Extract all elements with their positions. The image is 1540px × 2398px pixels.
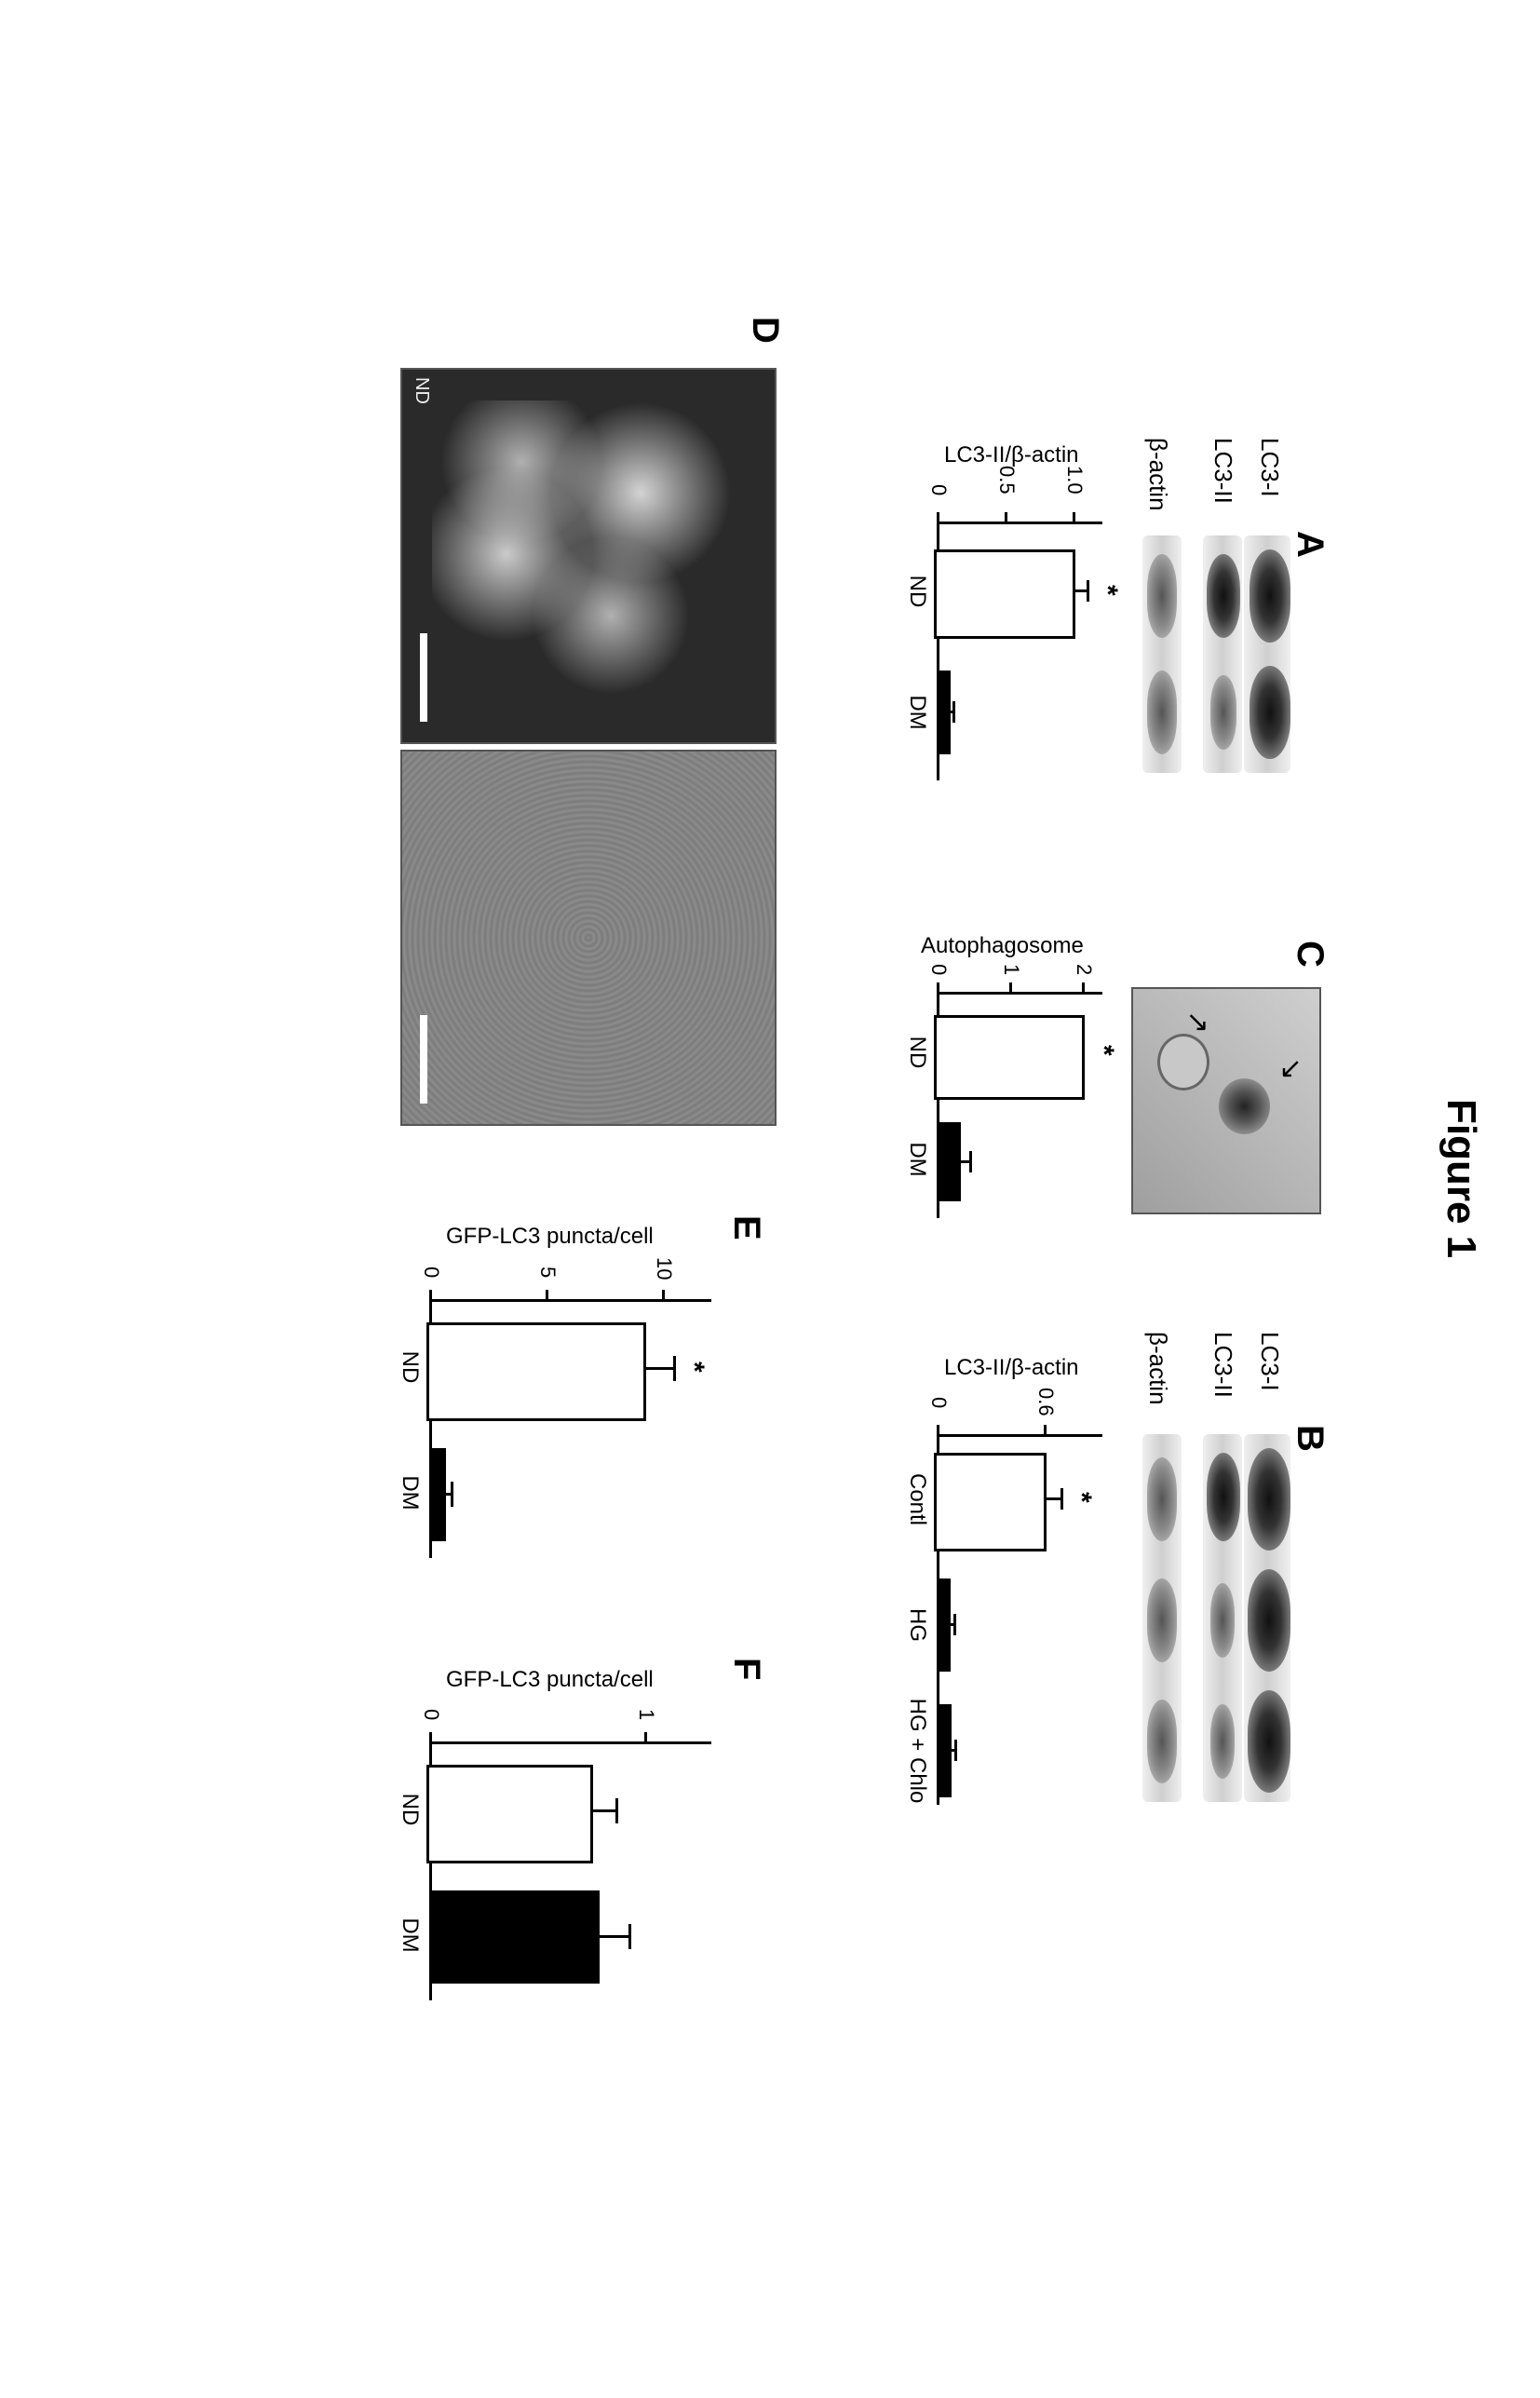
panelA-ytick-0: 0 xyxy=(926,484,951,495)
panelC-bar-DM xyxy=(939,1122,961,1201)
panel-letter-F: F xyxy=(725,1658,767,1680)
panelB-blot-label-2: LC3-II xyxy=(1209,1332,1237,1398)
panelE-ytick-0: 0 xyxy=(419,1267,443,1278)
panelC-ylabel: Autophagosome xyxy=(921,933,1084,959)
panelB-ytick-1: 0.6 xyxy=(1033,1388,1058,1416)
panelC-autophagosome xyxy=(1219,1078,1270,1134)
panelB-band xyxy=(1248,1448,1290,1551)
panelC-ytick-0: 0 xyxy=(926,964,951,975)
panelA-blot-label-2: LC3-II xyxy=(1209,438,1237,504)
panelB-band xyxy=(1147,1700,1177,1783)
panelD-image-1-cells xyxy=(432,400,730,708)
panelE-ytick-1: 5 xyxy=(535,1267,560,1278)
panelE-ylabel: GFP-LC3 puncta/cell xyxy=(446,1224,654,1250)
panelA-sig: * xyxy=(1091,585,1123,596)
panelB-band xyxy=(1207,1453,1240,1541)
panelA-xlabel-DM: DM xyxy=(904,684,930,740)
panelB-xlabel-hg: HG xyxy=(904,1597,930,1653)
panelA-band xyxy=(1207,554,1240,638)
panel-letter-D: D xyxy=(744,317,786,344)
figure-title: Figure 1 xyxy=(1438,1099,1484,1258)
panelA-ytick-2: 1.0 xyxy=(1062,466,1087,495)
panelC-ytick-1: 1 xyxy=(999,964,1023,975)
panelD-image-2 xyxy=(400,750,777,1126)
panelC-xlabel-DM: DM xyxy=(904,1131,930,1187)
panelF-ytick-1: 1 xyxy=(634,1709,658,1720)
panelF-bar-ND xyxy=(426,1765,593,1863)
panelE-xlabel-DM: DM xyxy=(397,1465,423,1521)
panel-letter-B: B xyxy=(1289,1425,1331,1452)
panelE-sig: * xyxy=(678,1362,709,1373)
panelD-scalebar-1 xyxy=(420,633,427,722)
panelB-bar-contl xyxy=(934,1453,1047,1551)
panelB-xlabel-contl: Contl xyxy=(904,1467,930,1532)
panelE-xlabel-ND: ND xyxy=(397,1339,423,1395)
panelA-ylabel: LC3-II/β-actin xyxy=(944,442,1079,468)
panelA-band-faint xyxy=(1210,675,1236,750)
panelC-sig: * xyxy=(1087,1045,1119,1056)
panelA-ytick-1: 0.5 xyxy=(994,466,1019,495)
panelB-band xyxy=(1147,1457,1177,1541)
panelF-bar-DM xyxy=(432,1890,600,1984)
panelB-band xyxy=(1248,1569,1290,1672)
panelB-band xyxy=(1248,1690,1290,1793)
panelC-xlabel-ND: ND xyxy=(904,1024,930,1080)
panelC-bar-ND xyxy=(934,1015,1085,1100)
figure-canvas: Figure 1 A LC3-I LC3-II β-actin LC3-II/β… xyxy=(0,0,1540,2398)
panelB-band xyxy=(1147,1578,1177,1662)
panelF-xlabel-ND: ND xyxy=(397,1782,423,1837)
panelC-arrow-2: ↗ xyxy=(1182,1010,1214,1034)
panel-letter-C: C xyxy=(1289,941,1331,968)
panel-letter-A: A xyxy=(1289,531,1331,558)
panelC-arrow-1: ↘ xyxy=(1275,1057,1307,1080)
panelE-bar-ND xyxy=(426,1322,646,1421)
panelA-xlabel-ND: ND xyxy=(904,563,930,619)
panelB-ytick-0: 0 xyxy=(926,1397,951,1408)
panelE-bar-DM xyxy=(432,1448,446,1541)
panelA-blot-label-1: LC3-I xyxy=(1255,438,1284,497)
panelA-band xyxy=(1147,554,1177,638)
panelF-ylabel: GFP-LC3 puncta/cell xyxy=(446,1667,654,1693)
panelA-band xyxy=(1250,549,1290,643)
panelA-band xyxy=(1147,671,1177,754)
panel-letter-E: E xyxy=(725,1215,767,1240)
panelB-ylabel: LC3-II/β-actin xyxy=(944,1355,1079,1381)
panelB-band-faint xyxy=(1210,1704,1235,1779)
panelB-band-faint xyxy=(1210,1583,1235,1658)
panelD-corner-label: ND xyxy=(411,377,432,404)
panelF-xlabel-DM: DM xyxy=(397,1907,423,1963)
panelA-bar-ND xyxy=(934,549,1075,639)
panelB-xlabel-hgchlo: HG + Chlo xyxy=(904,1695,930,1807)
panelB-sig: * xyxy=(1065,1492,1097,1503)
panelE-ytick-2: 10 xyxy=(652,1257,676,1280)
panelA-band xyxy=(1250,666,1290,759)
panelB-blot-label-1: LC3-I xyxy=(1255,1332,1284,1391)
panelF-ytick-0: 0 xyxy=(419,1709,443,1720)
panelB-blot-label-3: β-actin xyxy=(1143,1332,1172,1405)
panelC-ytick-2: 2 xyxy=(1072,964,1096,975)
panelD-scalebar-2 xyxy=(420,1015,427,1104)
panelC-vesicle xyxy=(1157,1034,1209,1091)
panelA-blot-label-3: β-actin xyxy=(1143,438,1172,511)
